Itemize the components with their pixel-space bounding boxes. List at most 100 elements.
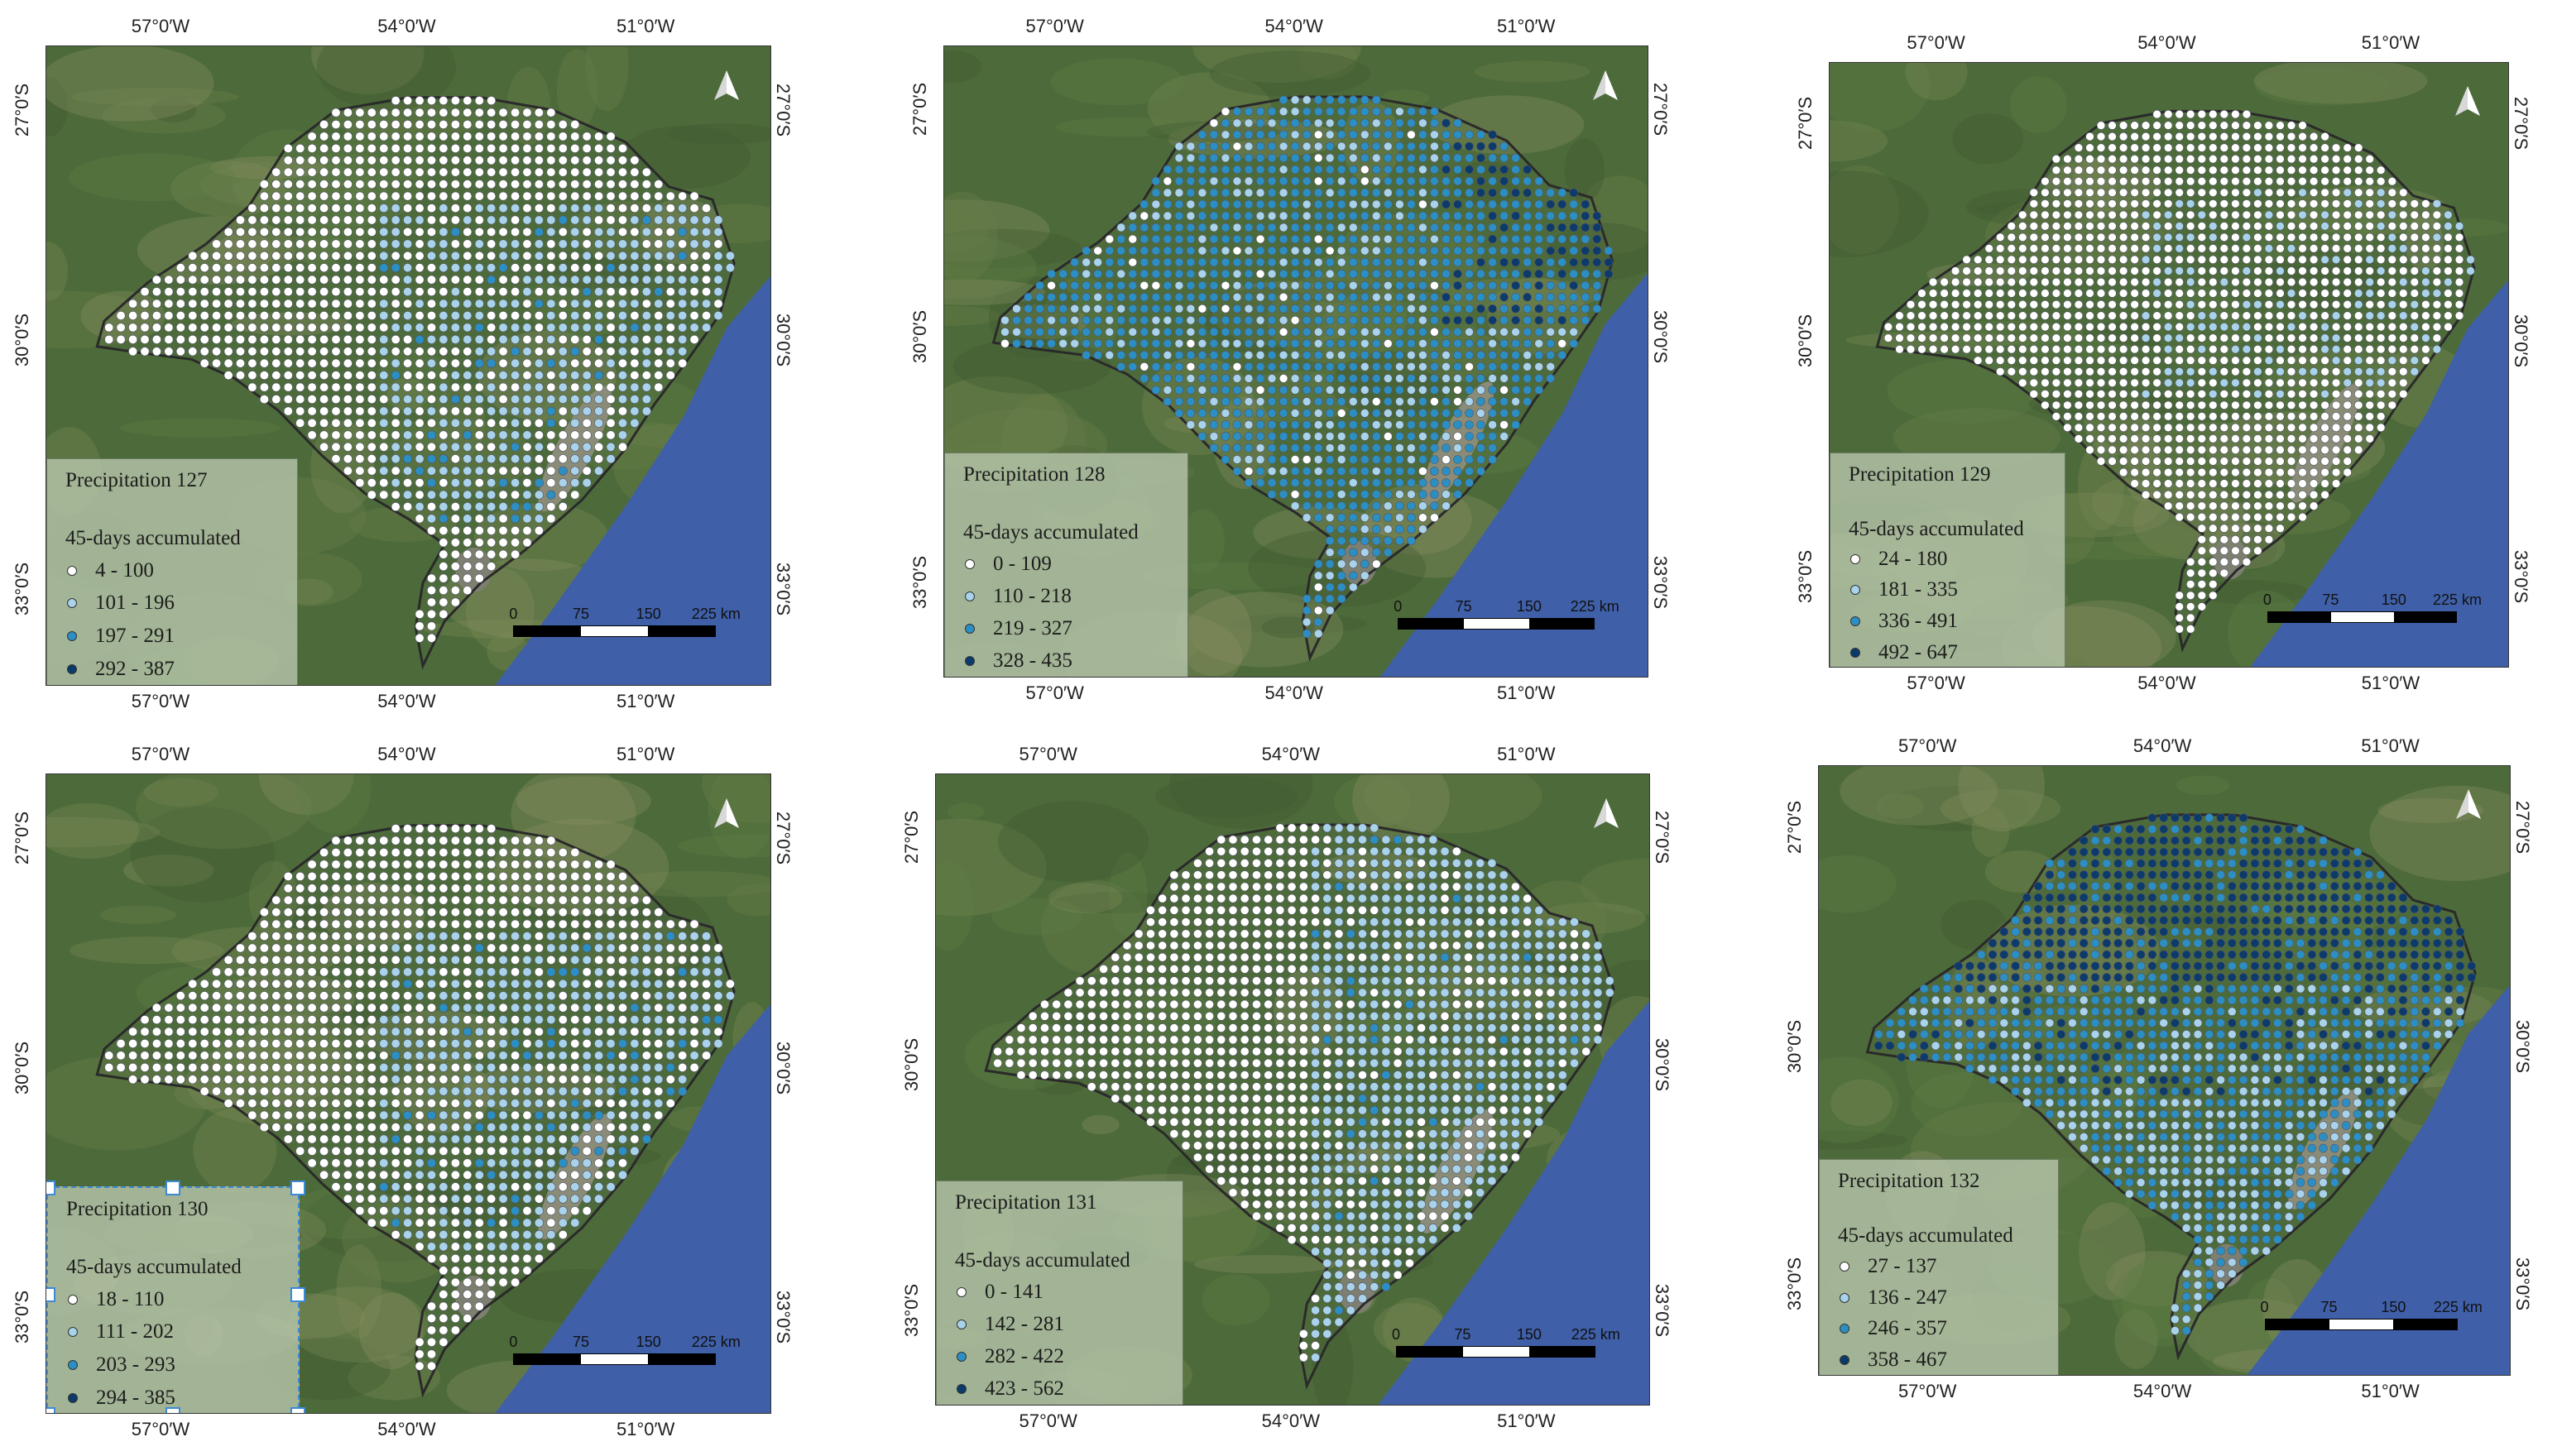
precipitation-point [606,299,616,309]
precipitation-point [2152,356,2161,365]
precipitation-point [1302,490,1312,499]
precipitation-point [1267,409,1277,418]
precipitation-point [1255,199,1265,209]
precipitation-point [2219,423,2228,433]
precipitation-point [1928,322,1938,332]
precipitation-point [522,1123,532,1133]
precipitation-point [641,191,651,201]
precipitation-point [439,96,449,106]
precipitation-point [391,501,401,511]
precipitation-point [2421,266,2430,275]
precipitation-point [450,860,460,869]
precipitation-point [2175,289,2184,298]
precipitation-point [463,525,473,535]
precipitation-point [1302,409,1312,418]
precipitation-point [212,251,222,261]
precipitation-point [1962,333,1971,342]
precipitation-point [2387,390,2396,399]
precipitation-point [439,824,449,834]
precipitation-point [511,1086,521,1096]
precipitation-point [439,525,449,535]
precipitation-point [1465,211,1474,221]
precipitation-point [1209,211,1219,221]
precipitation-point [283,275,293,285]
precipitation-point [236,979,246,989]
precipitation-point [558,239,568,249]
precipitation-point [283,204,293,213]
precipitation-point [1569,304,1579,314]
precipitation-point [617,1062,627,1072]
precipitation-point [295,1003,305,1013]
precipitation-point [1267,153,1277,163]
precipitation-point [534,395,544,405]
precipitation-point [331,430,341,440]
precipitation-point [188,310,198,320]
precipitation-point [1407,199,1416,209]
precipitation-point [1348,501,1358,510]
legend-class-label: 24 - 180 [1878,547,1948,570]
precipitation-point [2197,244,2206,253]
precipitation-point [188,323,198,333]
legend-class-label: 292 - 387 [95,657,175,680]
precipitation-point [439,120,449,130]
precipitation-point [511,334,521,344]
precipitation-point [1290,432,1300,441]
precipitation-point [391,932,401,941]
precipitation-point [403,191,413,201]
precipitation-point [582,991,592,1001]
precipitation-point [1255,478,1265,487]
precipitation-point [1093,315,1102,325]
precipitation-point [355,299,365,309]
precipitation-point [367,895,377,905]
precipitation-point [1557,327,1567,337]
precipitation-point [2197,222,2206,231]
precipitation-point [331,227,341,237]
precipitation-point [247,347,257,357]
precipitation-point [2074,277,2084,287]
precipitation-point [175,323,185,333]
precipitation-point [415,382,425,392]
precipitation-point [1348,443,1358,453]
precipitation-point [199,1003,209,1013]
latitude-label: 30°0′S [909,309,931,363]
precipitation-point [391,418,401,428]
precipitation-point [1430,165,1439,175]
precipitation-point [1209,269,1219,279]
precipitation-point [2298,255,2307,265]
precipitation-point [379,454,389,464]
precipitation-point [511,287,521,297]
precipitation-point [319,1027,329,1037]
precipitation-point [2253,400,2262,410]
precipitation-point [259,180,269,189]
precipitation-point [164,299,174,309]
precipitation-point [2130,244,2139,253]
precipitation-point [534,454,544,464]
precipitation-point [641,1099,651,1109]
precipitation-point [2164,188,2173,198]
precipitation-point [223,323,233,333]
precipitation-point [2309,255,2319,265]
precipitation-point [403,884,413,893]
precipitation-point [367,120,377,130]
precipitation-point [391,287,401,297]
precipitation-point [498,347,508,357]
precipitation-point [511,1062,521,1072]
precipitation-point [463,549,473,559]
precipitation-point [546,454,556,464]
precipitation-point [582,454,592,464]
precipitation-point [2186,367,2195,376]
precipitation-point [319,334,329,344]
precipitation-point [570,406,580,416]
precipitation-point [2298,210,2307,220]
precipitation-point [498,1003,508,1013]
precipitation-point [1511,199,1520,209]
precipitation-point [295,167,305,177]
precipitation-point [367,215,377,225]
precipitation-point [1476,141,1485,151]
precipitation-point [474,1134,484,1144]
precipitation-point [546,371,556,381]
precipitation-point [1313,269,1323,279]
legend-item: 292 - 387 [67,658,175,681]
map-frame: 0 75 150 225 km Precipitation 129 45-days acc… [1829,62,2509,668]
precipitation-point [2175,143,2184,152]
